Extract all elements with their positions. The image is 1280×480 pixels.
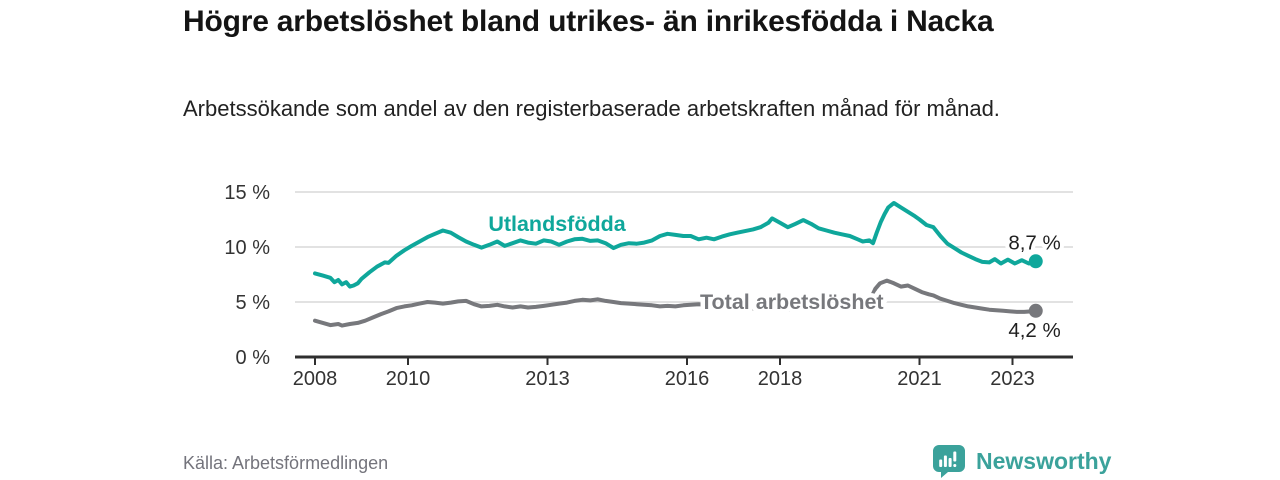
y-tick-label: 0 % <box>236 347 271 369</box>
chart-subtitle: Arbetssökande som andel av den registerb… <box>183 96 1000 121</box>
x-tick-label: 2016 <box>665 368 710 390</box>
y-tick-label: 5 % <box>236 292 271 314</box>
y-tick-label: 15 % <box>224 182 270 204</box>
end-dot-total <box>1028 303 1043 318</box>
source-note: Källa: Arbetsförmedlingen <box>183 453 389 473</box>
x-tick-label: 2018 <box>758 368 803 390</box>
end-dot-utlandsfodda <box>1028 254 1043 269</box>
x-tick-label: 2021 <box>897 368 942 390</box>
end-value-label-total: 4,2 % <box>1008 319 1060 342</box>
series-line-utlandsfodda <box>313 201 1038 289</box>
series-label-total: Total arbetslöshet <box>700 290 884 314</box>
x-tick-label: 2008 <box>293 368 338 390</box>
brand-link[interactable]: Newsworthy <box>931 443 1111 479</box>
series-line-total <box>313 278 1038 328</box>
newsworthy-logo-icon <box>933 445 965 478</box>
bar-chart-glyph <box>939 451 957 467</box>
end-value-label-utlandsfodda: 8,7 % <box>1008 231 1060 254</box>
chart-title: Högre arbetslöshet bland utrikes- än inr… <box>183 5 994 38</box>
x-tick-label: 2010 <box>386 368 431 390</box>
series-label-utlandsfodda: Utlandsfödda <box>488 212 626 236</box>
x-tick-label: 2013 <box>525 368 570 390</box>
brand-wordmark: Newsworthy <box>976 447 1112 474</box>
x-tick-label: 2023 <box>990 368 1035 390</box>
y-tick-label: 10 % <box>224 237 270 259</box>
